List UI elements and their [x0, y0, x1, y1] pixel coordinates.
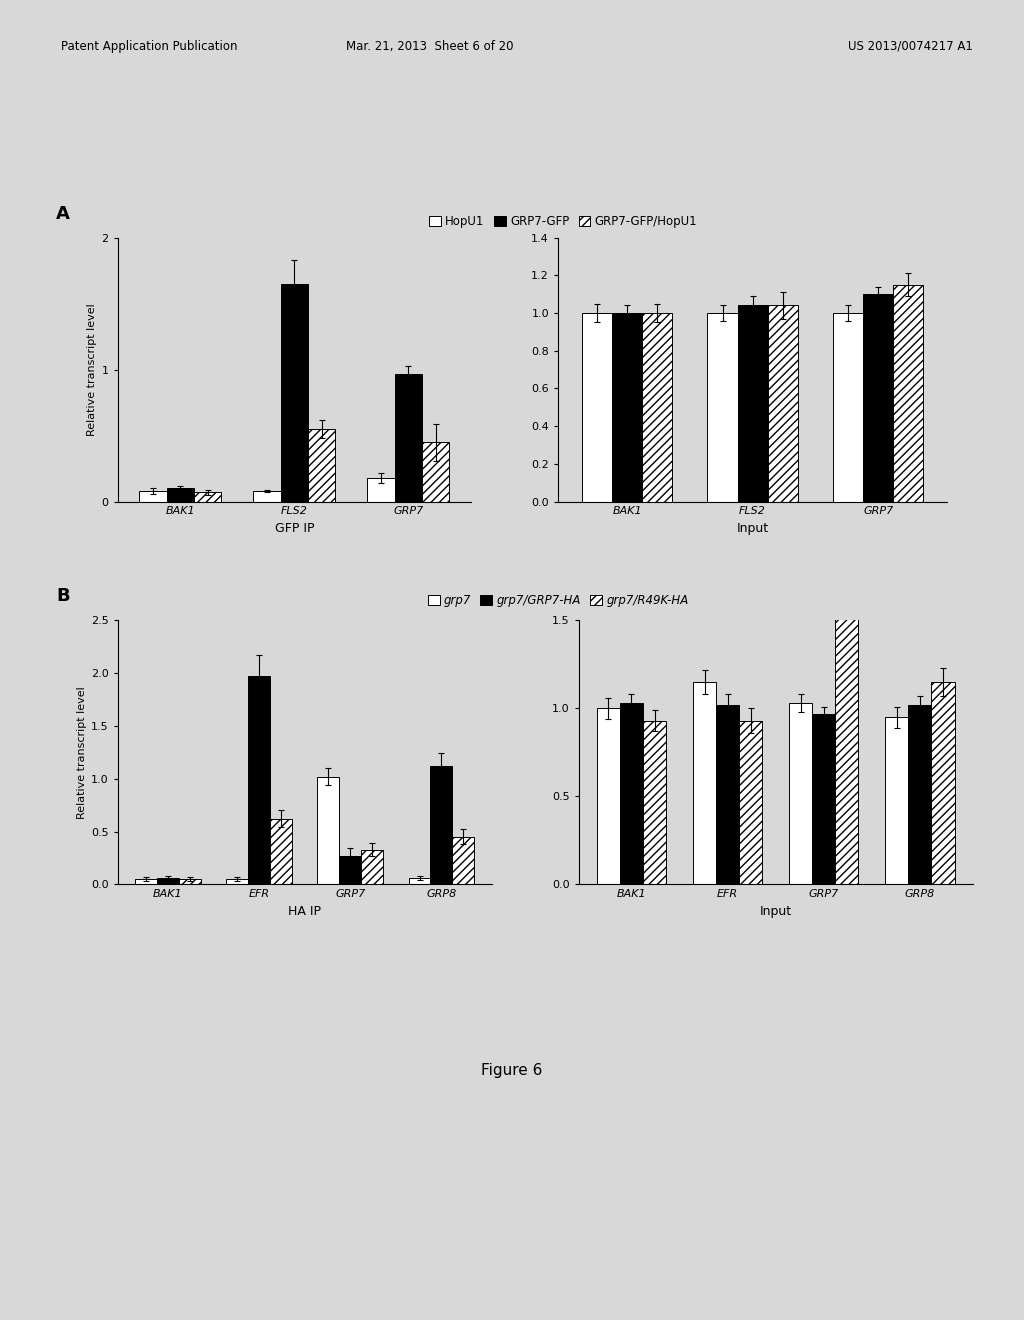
X-axis label: Input: Input	[760, 904, 792, 917]
Bar	[932, 682, 954, 884]
Bar	[394, 374, 422, 502]
Bar	[768, 305, 798, 502]
Bar	[790, 704, 812, 884]
X-axis label: GFP IP: GFP IP	[274, 521, 314, 535]
Text: US 2013/0074217 A1: US 2013/0074217 A1	[848, 40, 973, 53]
Bar	[886, 717, 908, 884]
Bar	[582, 313, 612, 502]
Bar	[908, 705, 932, 884]
X-axis label: Input: Input	[736, 521, 769, 535]
Bar	[708, 313, 737, 502]
Bar	[893, 285, 924, 502]
Bar	[317, 776, 339, 884]
Text: Mar. 21, 2013  Sheet 6 of 20: Mar. 21, 2013 Sheet 6 of 20	[346, 40, 514, 53]
Text: Patent Application Publication: Patent Application Publication	[61, 40, 238, 53]
Bar	[863, 294, 893, 502]
Y-axis label: Relative transcript level: Relative transcript level	[77, 686, 87, 818]
Text: A: A	[56, 205, 71, 223]
Bar	[812, 714, 836, 884]
X-axis label: HA IP: HA IP	[288, 904, 322, 917]
Y-axis label: Relative transcript level: Relative transcript level	[87, 304, 97, 436]
Bar	[361, 850, 383, 884]
Bar	[597, 709, 620, 884]
Bar	[253, 491, 281, 502]
Bar	[612, 313, 642, 502]
Bar	[157, 878, 179, 884]
Bar	[248, 676, 270, 884]
Text: B: B	[56, 587, 70, 606]
Bar	[308, 429, 336, 502]
Bar	[716, 705, 739, 884]
Bar	[643, 721, 666, 884]
Bar	[135, 879, 157, 884]
Bar	[430, 766, 453, 884]
Bar	[836, 545, 858, 884]
Bar	[422, 442, 450, 502]
Bar	[620, 704, 643, 884]
Bar	[368, 478, 394, 502]
Legend: HopU1, GRP7-GFP, GRP7-GFP/HopU1: HopU1, GRP7-GFP, GRP7-GFP/HopU1	[425, 210, 701, 232]
Bar	[693, 682, 716, 884]
Bar	[737, 305, 768, 502]
Bar	[179, 879, 201, 884]
Bar	[833, 313, 863, 502]
Bar	[270, 818, 292, 884]
Legend: grp7, grp7/GRP7-HA, grp7/R49K-HA: grp7, grp7/GRP7-HA, grp7/R49K-HA	[423, 589, 693, 611]
Bar	[642, 313, 673, 502]
Bar	[281, 284, 308, 502]
Text: Figure 6: Figure 6	[481, 1063, 543, 1077]
Bar	[226, 879, 248, 884]
Bar	[453, 837, 474, 884]
Bar	[139, 491, 167, 502]
Bar	[739, 721, 762, 884]
Bar	[195, 492, 221, 502]
Bar	[339, 855, 361, 884]
Bar	[409, 878, 430, 884]
Bar	[167, 488, 195, 502]
